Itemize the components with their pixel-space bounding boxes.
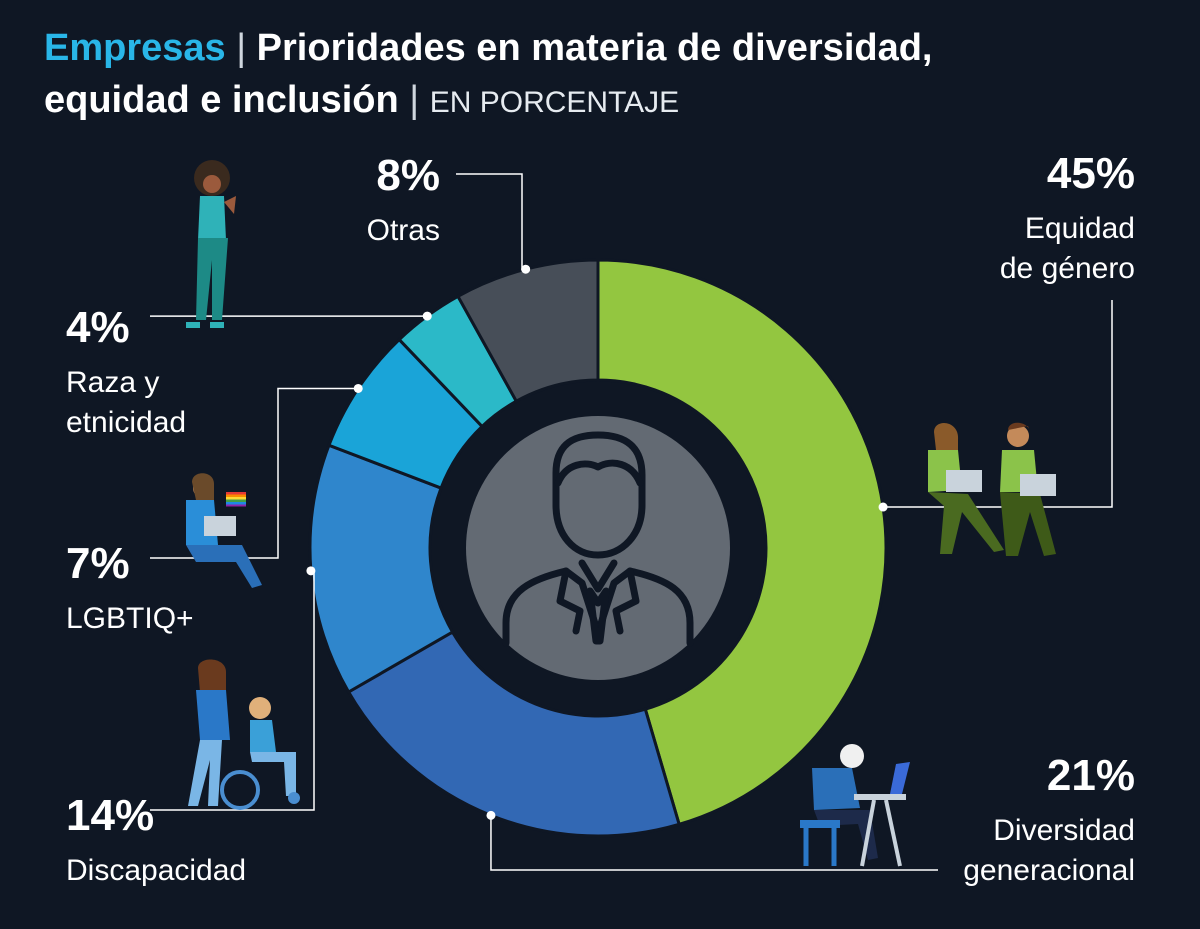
slice-labels: 45% Equidad de género 21% Diversidad generaci… [66,149,1135,887]
leader-dot-otras [521,264,531,274]
category-label-raza-y-etnicidad: etnicidad [66,406,186,439]
value-label-raza-y-etnicidad: 4% [66,303,130,352]
category-label-equidad-de-genero: Equidad [1025,212,1135,245]
center-circle [466,416,730,680]
value-label-diversidad-generacional: 21% [1047,751,1135,800]
leader-line-equidad-de-genero [883,300,1113,508]
leader-dot-lgbtiq [353,383,363,393]
woman-with-phone-illustration [186,160,236,328]
woman-with-laptop-illustration [186,473,262,588]
title-line-1: Prioridades en materia de diversidad, [256,27,933,69]
category-label-discapacidad: Discapacidad [66,854,246,887]
chart-title: Empresas | Prioridades en materia de div… [44,22,1164,129]
donut-slices [308,258,888,838]
category-label-equidad-de-genero: de género [1000,252,1135,285]
value-label-otras: 8% [376,151,440,200]
slice-discapacidad [308,443,455,695]
category-label-otras: Otras [367,214,440,247]
older-man-at-computer-illustration [800,744,910,867]
unit-separator: | [409,79,420,121]
unit-label: EN PORCENTAJE [429,86,680,119]
leader-line-diversidad-generacional [490,815,938,871]
slice-otras [455,258,600,404]
value-label-discapacidad: 14% [66,791,154,840]
wheelchair-caregiver-illustration [188,659,300,810]
value-label-lgbtiq: 7% [66,539,130,588]
slice-equidad-de-genero [596,258,888,827]
leader-dot-diversidad-generacional [486,810,496,820]
value-label-equidad-de-genero: 45% [1047,149,1135,198]
leader-dot-raza-y-etnicidad [422,311,432,321]
brand-label: Empresas [44,27,226,69]
category-label-diversidad-generacional: generacional [963,854,1135,887]
category-label-lgbtiq: LGBTIQ+ [66,602,194,635]
title-separator: | [236,27,247,69]
category-label-diversidad-generacional: Diversidad [993,814,1135,847]
leader-dot-equidad-de-genero [878,502,888,512]
leader-line-otras [456,173,526,270]
slice-diversidad-generacional [346,629,682,838]
leader-dot-discapacidad [306,566,316,576]
businessman-icon [502,431,694,647]
category-label-raza-y-etnicidad: Raza y [66,366,159,399]
title-line-2: equidad e inclusión [44,79,399,121]
two-people-with-laptops-illustration [928,422,1056,556]
